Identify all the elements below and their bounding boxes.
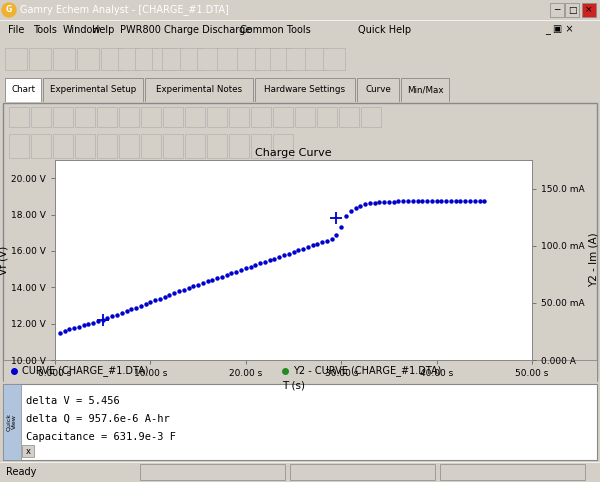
Bar — [273, 134, 293, 158]
Bar — [229, 134, 249, 158]
Bar — [251, 134, 271, 158]
Bar — [97, 107, 117, 127]
Bar — [197, 48, 219, 70]
Text: Experimental Notes: Experimental Notes — [156, 85, 242, 94]
Bar — [217, 48, 239, 70]
Text: Gamry Echem Analyst - [CHARGE_#1.DTA]: Gamry Echem Analyst - [CHARGE_#1.DTA] — [20, 4, 229, 15]
Text: Common Tools: Common Tools — [240, 25, 311, 35]
Bar — [229, 107, 249, 127]
Bar — [31, 107, 51, 127]
Bar — [207, 107, 227, 127]
X-axis label: T (s): T (s) — [282, 381, 305, 391]
Bar — [401, 78, 449, 102]
Text: Tools: Tools — [33, 25, 57, 35]
Text: Experimental Setup: Experimental Setup — [50, 85, 136, 94]
Bar — [237, 48, 259, 70]
Text: delta V = 5.456: delta V = 5.456 — [26, 396, 120, 406]
Bar — [135, 48, 157, 70]
Bar — [53, 107, 73, 127]
Bar — [273, 107, 293, 127]
Text: ×: × — [585, 5, 593, 14]
Text: Window: Window — [63, 25, 101, 35]
Bar — [270, 48, 292, 70]
Text: x: x — [25, 446, 31, 455]
Bar — [53, 48, 75, 70]
Bar — [582, 3, 596, 17]
Bar — [31, 134, 51, 158]
Bar — [185, 134, 205, 158]
Bar — [185, 107, 205, 127]
Bar — [255, 48, 277, 70]
Text: Min/Max: Min/Max — [407, 85, 443, 94]
Bar — [75, 134, 95, 158]
Bar — [251, 107, 271, 127]
Circle shape — [2, 3, 16, 17]
Bar — [357, 78, 399, 102]
Text: Help: Help — [92, 25, 115, 35]
Bar — [339, 107, 359, 127]
Y-axis label: Vf (V): Vf (V) — [0, 245, 8, 275]
Text: File: File — [8, 25, 25, 35]
Bar — [5, 78, 41, 102]
Bar — [5, 48, 27, 70]
Bar — [101, 48, 123, 70]
Text: Y2 - CURVE (CHARGE_#1.DTA): Y2 - CURVE (CHARGE_#1.DTA) — [293, 365, 442, 376]
Text: ─: ─ — [554, 5, 560, 14]
Bar — [565, 3, 579, 17]
Text: CURVE (CHARGE_#1.DTA): CURVE (CHARGE_#1.DTA) — [22, 365, 149, 376]
Text: Quick
View: Quick View — [7, 413, 17, 431]
Bar — [119, 134, 139, 158]
Text: Quick Help: Quick Help — [358, 25, 411, 35]
Bar — [75, 107, 95, 127]
Bar — [9, 134, 29, 158]
Text: Chart: Chart — [11, 85, 35, 94]
Bar — [97, 134, 117, 158]
Bar — [43, 78, 143, 102]
Bar — [3, 384, 21, 460]
Text: Hardware Settings: Hardware Settings — [265, 85, 346, 94]
Text: □: □ — [568, 5, 576, 14]
Bar — [140, 464, 285, 480]
Bar — [286, 48, 308, 70]
Bar — [163, 134, 183, 158]
Bar — [141, 107, 161, 127]
Text: Curve: Curve — [365, 85, 391, 94]
Bar — [180, 48, 202, 70]
Bar — [361, 107, 381, 127]
Bar — [207, 134, 227, 158]
Bar — [29, 48, 51, 70]
Text: _ ▣ ×: _ ▣ × — [545, 25, 574, 35]
Bar — [53, 134, 73, 158]
Bar — [163, 107, 183, 127]
Bar — [550, 3, 564, 17]
Bar — [323, 48, 345, 70]
Bar — [295, 107, 315, 127]
Bar — [9, 107, 29, 127]
Bar — [77, 48, 99, 70]
Bar — [118, 48, 140, 70]
Text: Capacitance = 631.9e-3 F: Capacitance = 631.9e-3 F — [26, 432, 176, 442]
Bar — [162, 48, 184, 70]
Bar — [22, 445, 34, 457]
Y-axis label: Y2 - Im (A): Y2 - Im (A) — [589, 233, 599, 287]
Text: delta Q = 957.6e-6 A-hr: delta Q = 957.6e-6 A-hr — [26, 414, 170, 424]
Title: Charge Curve: Charge Curve — [255, 148, 332, 158]
Bar — [317, 107, 337, 127]
Text: Ready: Ready — [6, 467, 37, 477]
Bar — [119, 107, 139, 127]
Bar — [305, 48, 327, 70]
Bar — [141, 134, 161, 158]
Text: G: G — [6, 5, 12, 14]
Bar — [290, 464, 435, 480]
Text: PWR800 Charge Discharge: PWR800 Charge Discharge — [120, 25, 251, 35]
Bar — [152, 48, 174, 70]
Bar — [440, 464, 585, 480]
Bar — [145, 78, 253, 102]
Bar — [255, 78, 355, 102]
